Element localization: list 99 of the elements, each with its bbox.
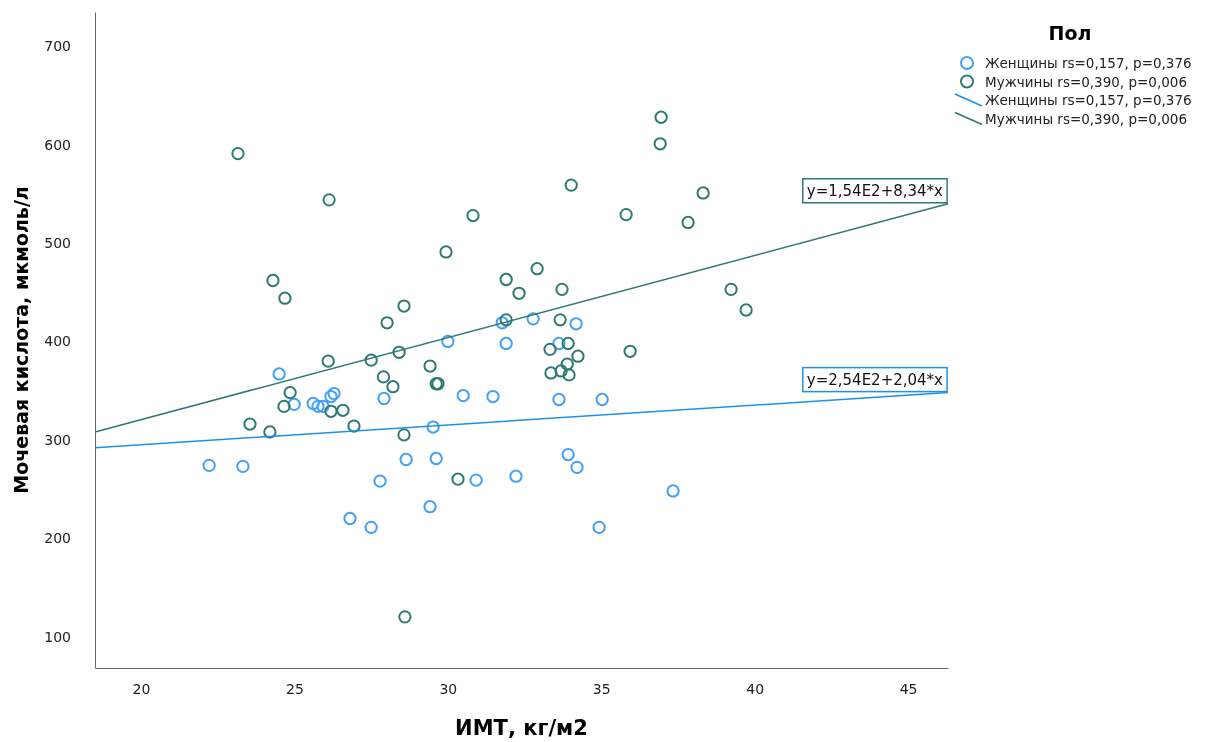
point: [486, 389, 500, 404]
point: [426, 420, 440, 434]
point: [306, 396, 320, 411]
point: [562, 368, 576, 382]
y-tick-label: 500: [44, 235, 71, 252]
point: [283, 385, 297, 400]
point: [653, 137, 667, 151]
point: [555, 282, 569, 296]
point: [321, 354, 335, 368]
point: [466, 208, 480, 223]
point: [324, 404, 338, 418]
point: [376, 370, 391, 384]
point: [561, 447, 575, 462]
y-axis-title: Мочевая кислота, мкмоль/л: [10, 186, 32, 494]
point: [364, 353, 378, 367]
legend-label: Женщины rs=0,157, p=0,376: [985, 55, 1192, 71]
point: [570, 460, 584, 474]
point: [231, 146, 245, 161]
point: [311, 399, 325, 414]
point: [266, 273, 280, 288]
point: [423, 359, 437, 373]
point: [386, 380, 400, 394]
point: [552, 392, 566, 407]
y-tick-label: 100: [44, 628, 71, 645]
point: [553, 313, 567, 327]
legend-title: Пол: [1048, 22, 1092, 44]
point: [499, 336, 513, 351]
point: [399, 452, 413, 467]
x-tick-label: 20: [132, 680, 151, 697]
point: [364, 520, 378, 534]
point: [322, 193, 336, 207]
point: [623, 344, 637, 358]
point: [499, 272, 513, 287]
point: [571, 349, 585, 363]
x-tick-label: 25: [286, 680, 304, 697]
point: [526, 312, 540, 326]
point: [724, 282, 738, 296]
point: [263, 425, 277, 439]
point: [347, 419, 361, 433]
point: [469, 473, 483, 487]
point: [343, 511, 357, 526]
point: [619, 207, 633, 222]
point: [202, 458, 216, 473]
point: [569, 317, 583, 331]
point: [316, 399, 330, 414]
point: [544, 366, 558, 380]
legend-label: Мужчины rs=0,390, p=0,006: [985, 110, 1187, 127]
point: [439, 245, 453, 259]
x-axis-title: ИМТ, кг/м2: [455, 716, 588, 740]
point: [509, 469, 523, 483]
y-tick-label: 700: [44, 38, 71, 55]
point: [236, 459, 250, 474]
point: [398, 610, 412, 624]
point: [560, 357, 574, 371]
point: [397, 299, 411, 313]
point: [278, 291, 292, 305]
point: [287, 397, 301, 412]
point: [272, 367, 286, 381]
point: [423, 500, 437, 514]
y-tick-label: 400: [44, 333, 71, 350]
point: [456, 388, 470, 403]
point: [277, 399, 291, 414]
point: [495, 316, 509, 330]
point: [696, 186, 710, 200]
x-tick-label: 45: [899, 680, 918, 697]
point: [429, 451, 443, 466]
point: [243, 417, 257, 431]
annotation: y=2,54E2+2,04*x: [806, 370, 944, 389]
point: [441, 334, 455, 349]
point: [530, 262, 544, 276]
point: [377, 391, 391, 406]
point: [595, 392, 609, 407]
point: [681, 215, 695, 230]
point: [592, 520, 606, 534]
x-tick-label: 35: [592, 680, 611, 697]
y-tick-label: 600: [44, 136, 71, 153]
point: [499, 313, 513, 327]
point: [666, 484, 680, 498]
point: [451, 472, 465, 486]
y-tick-label: 200: [44, 530, 71, 547]
point: [561, 336, 575, 351]
point: [554, 364, 568, 378]
y-tick-label: 300: [44, 431, 71, 448]
legend-label: Мужчины rs=0,390, p=0,006: [985, 73, 1187, 90]
annotation: y=1,54E2+8,34*x: [806, 181, 944, 200]
point: [543, 342, 557, 356]
point: [552, 336, 566, 351]
point: [654, 110, 668, 124]
point: [380, 316, 394, 330]
point: [397, 428, 411, 442]
point: [373, 474, 387, 488]
point: [392, 345, 406, 359]
point: [739, 303, 753, 317]
x-tick-label: 30: [439, 680, 458, 697]
point: [336, 403, 350, 417]
x-tick-label: 40: [746, 680, 765, 697]
point: [564, 178, 578, 192]
legend-label: Женщины rs=0,157, p=0,376: [985, 92, 1192, 108]
point: [512, 286, 526, 300]
